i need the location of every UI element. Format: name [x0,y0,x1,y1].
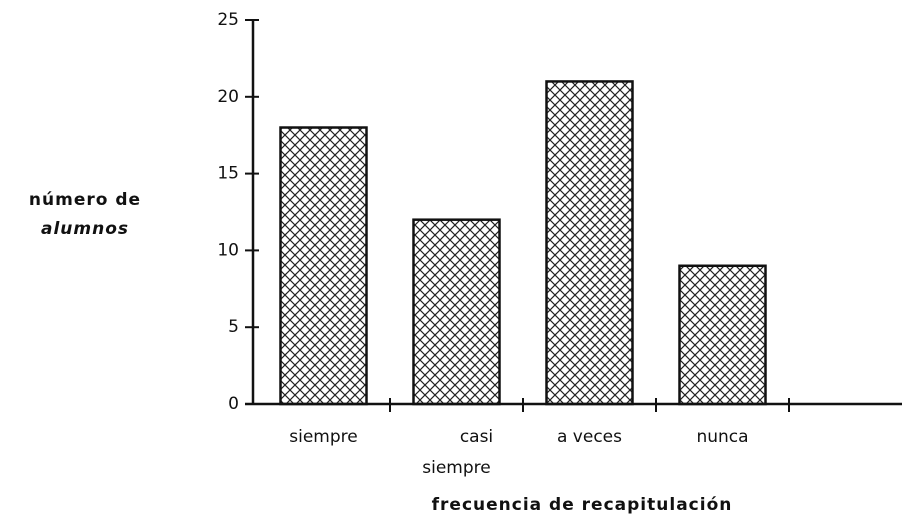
y-axis-label: número de [29,190,141,210]
x-axis-label: frecuencia de recapitulación [432,495,733,515]
y-tick-label: 15 [217,164,239,184]
x-tick-label: casi siempre [422,427,493,478]
bar [678,264,767,406]
y-tick-label: 0 [228,394,239,414]
x-tick-label-line: casi [460,427,493,447]
bar [412,218,501,406]
y-axis-label: alumnos [41,219,129,239]
y-tick-label: 10 [217,240,239,260]
y-tick-label: 5 [228,317,239,337]
x-tick-label: nunca [696,427,748,447]
x-tick-label-line: siempre [422,458,490,478]
x-tick-label: siempre [289,427,357,447]
y-tick-label: 20 [217,87,239,107]
y-tick-label: 25 [217,10,239,30]
bar [545,80,634,406]
bar [279,126,368,406]
x-tick-label: a veces [557,427,622,447]
